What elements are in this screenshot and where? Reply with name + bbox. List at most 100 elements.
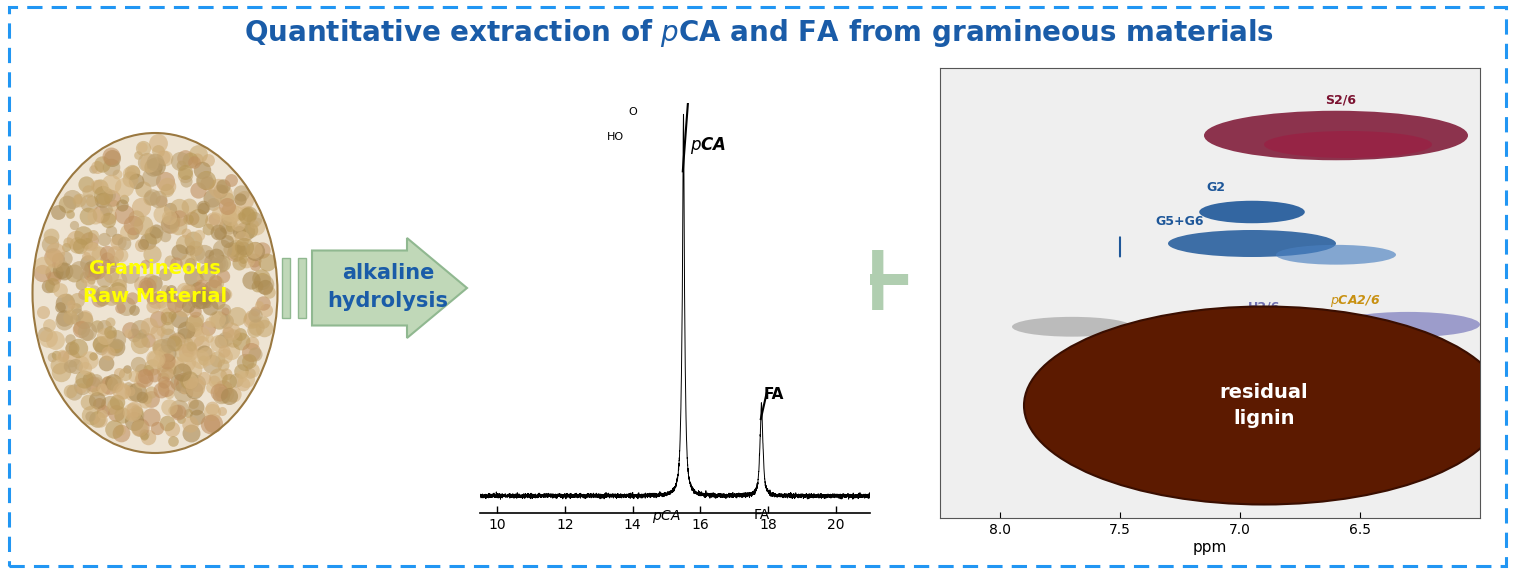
Point <box>106 276 131 285</box>
Point <box>65 241 90 250</box>
Point <box>91 190 115 199</box>
Point <box>117 168 141 178</box>
Point <box>58 362 82 371</box>
Point <box>118 325 143 335</box>
Point <box>77 237 102 246</box>
Point <box>172 285 196 295</box>
Point <box>252 323 276 332</box>
Point <box>205 209 229 218</box>
Point <box>219 207 243 216</box>
Point <box>185 283 209 292</box>
Point <box>232 195 257 205</box>
Point <box>47 361 71 370</box>
Point <box>167 157 191 166</box>
Point <box>252 280 276 289</box>
Point <box>209 336 234 346</box>
Point <box>213 305 237 315</box>
Point <box>108 368 132 378</box>
Point <box>132 431 156 440</box>
Text: residual
lignin: residual lignin <box>1219 383 1309 428</box>
Point <box>82 164 106 174</box>
Point <box>141 301 165 311</box>
Point <box>182 386 206 395</box>
Point <box>243 350 267 359</box>
Point <box>99 152 123 161</box>
Point <box>208 186 232 195</box>
Point <box>65 309 90 318</box>
Point <box>91 406 115 415</box>
Point <box>182 306 206 315</box>
Point <box>225 312 249 321</box>
Point <box>120 167 144 176</box>
Point <box>65 343 90 352</box>
Point <box>55 200 79 209</box>
Point <box>153 176 178 186</box>
Point <box>173 177 197 186</box>
Point <box>206 260 231 269</box>
Point <box>231 380 255 389</box>
Point <box>93 337 117 346</box>
Point <box>71 289 96 299</box>
Point <box>150 152 175 162</box>
Point <box>129 366 153 375</box>
Point <box>209 258 234 268</box>
Point <box>137 237 161 246</box>
Point <box>53 242 77 252</box>
Point <box>240 254 264 264</box>
Point <box>93 195 117 204</box>
Point <box>217 222 241 231</box>
Point <box>173 326 197 335</box>
Point <box>216 328 240 337</box>
Point <box>52 267 76 276</box>
Point <box>173 168 197 177</box>
Point <box>232 242 257 252</box>
Point <box>56 238 80 247</box>
Point <box>93 274 117 284</box>
Point <box>129 376 153 386</box>
Point <box>187 287 211 296</box>
Point <box>150 373 175 382</box>
Point <box>193 374 217 383</box>
Point <box>243 261 267 270</box>
Point <box>241 325 266 335</box>
Point <box>50 352 74 361</box>
Point <box>229 366 254 375</box>
Point <box>162 300 187 309</box>
Point <box>70 358 94 367</box>
Point <box>164 259 188 268</box>
Point <box>187 296 211 305</box>
Point <box>202 215 226 224</box>
Point <box>205 355 229 364</box>
Point <box>179 342 203 351</box>
Point <box>121 388 146 397</box>
Point <box>109 411 134 420</box>
Point <box>129 202 153 211</box>
Point <box>159 215 184 224</box>
Point <box>231 254 255 264</box>
Point <box>132 372 156 381</box>
Point <box>67 265 91 274</box>
Point <box>173 170 197 179</box>
Point <box>243 318 267 327</box>
Point <box>196 324 220 333</box>
Point <box>156 341 181 350</box>
Point <box>94 254 118 263</box>
Point <box>120 408 144 417</box>
Point <box>238 226 263 235</box>
Point <box>197 249 222 258</box>
Text: $p$CA2/6: $p$CA2/6 <box>1330 293 1380 309</box>
Point <box>234 375 258 384</box>
Point <box>173 357 197 366</box>
Point <box>99 163 123 172</box>
Ellipse shape <box>32 133 278 453</box>
Point <box>153 231 178 241</box>
Point <box>184 402 208 411</box>
Text: $p$CA: $p$CA <box>691 135 727 156</box>
Point <box>176 346 200 355</box>
Point <box>88 416 112 425</box>
Point <box>214 290 238 299</box>
Point <box>62 362 87 371</box>
Point <box>182 158 206 167</box>
Point <box>39 352 64 362</box>
Point <box>97 327 121 336</box>
